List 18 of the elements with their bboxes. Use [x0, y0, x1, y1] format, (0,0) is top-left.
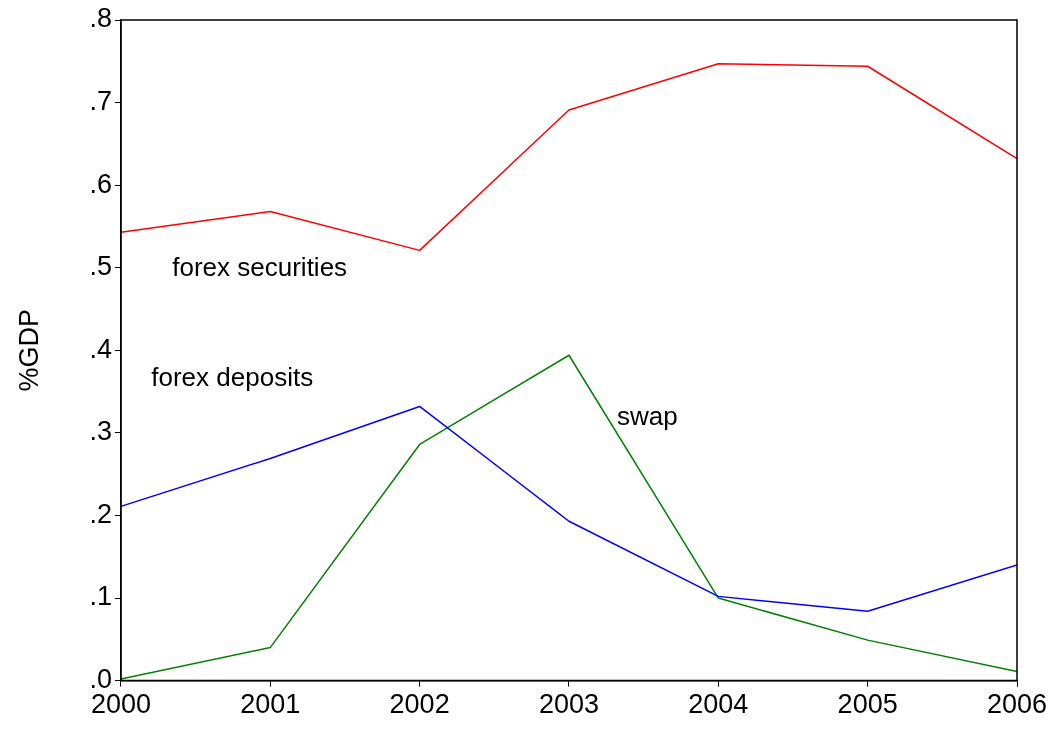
x-tick-label: 2005 — [837, 689, 898, 720]
x-tick-label: 2006 — [986, 689, 1048, 720]
y-tick-label: .6 — [89, 168, 112, 199]
x-tick-label: 2002 — [389, 689, 450, 720]
series-label: swap — [616, 401, 678, 432]
y-tick-label: .8 — [89, 3, 112, 34]
series-label: forex deposits — [151, 361, 314, 392]
series-label: forex securities — [172, 251, 348, 282]
y-tick-label: .3 — [89, 416, 112, 447]
y-tick-label: .7 — [89, 86, 112, 117]
y-tick-label: .2 — [89, 498, 112, 529]
y-tick-label: .5 — [89, 251, 112, 282]
y-tick-label: .4 — [89, 333, 112, 364]
y-tick-label: .1 — [89, 581, 112, 612]
y-axis-title: %GDP — [13, 309, 44, 392]
x-tick-label: 2001 — [240, 689, 301, 720]
x-tick-label: 2004 — [688, 689, 749, 720]
x-tick-label: 2003 — [538, 689, 599, 720]
